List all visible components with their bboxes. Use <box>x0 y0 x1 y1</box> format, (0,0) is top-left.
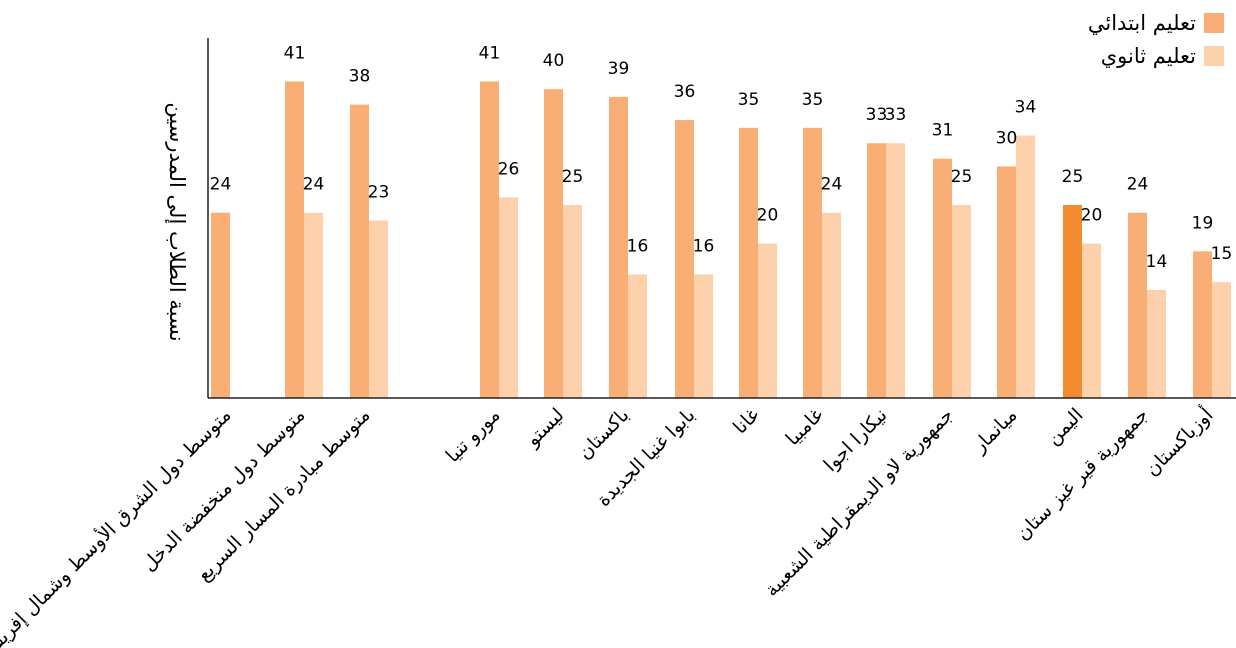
category-label-12: اليمن <box>1042 404 1087 449</box>
legend-item-primary: تعليم ابتدائي <box>1088 11 1224 35</box>
value-label-secondary-13: 14 <box>1146 252 1168 272</box>
value-label-primary-10: 31 <box>932 121 954 141</box>
legend-label-secondary: تعليم ثانوي <box>1100 44 1196 68</box>
bar-primary-13 <box>1128 212 1147 398</box>
value-label-primary-13: 24 <box>1127 175 1149 195</box>
bar-secondary-8 <box>822 212 841 398</box>
legend-item-secondary: تعليم ثانوي <box>1101 44 1224 68</box>
bar-primary-3 <box>480 81 499 398</box>
bars-group <box>211 81 1231 399</box>
bar-secondary-5 <box>628 274 647 398</box>
value-label-secondary-7: 20 <box>757 206 779 226</box>
category-label-11: ميانمار <box>968 404 1022 458</box>
value-label-secondary-11: 34 <box>1015 98 1037 118</box>
bar-primary-10 <box>933 158 952 398</box>
bar-secondary-10 <box>952 205 971 398</box>
legend-swatch-primary <box>1204 13 1224 33</box>
bar-primary-7 <box>739 127 758 399</box>
value-label-secondary-3: 26 <box>498 159 520 179</box>
value-label-secondary-4: 25 <box>562 167 584 187</box>
bar-secondary-11 <box>1016 135 1035 398</box>
bar-secondary-3 <box>499 197 518 398</box>
bar-secondary-6 <box>694 274 713 398</box>
bar-secondary-1 <box>304 212 323 398</box>
category-label-13: جمهورية قير غيز ستان <box>1012 404 1153 545</box>
bar-primary-4 <box>544 89 563 398</box>
value-label-primary-12: 25 <box>1062 167 1084 187</box>
value-label-primary-0: 24 <box>210 175 232 195</box>
value-label-secondary-9: 33 <box>885 105 907 125</box>
bar-secondary-14 <box>1212 282 1231 398</box>
bar-primary-12 <box>1063 205 1082 398</box>
bar-secondary-2 <box>369 220 388 398</box>
legend-swatch-secondary <box>1204 46 1224 66</box>
value-label-secondary-10: 25 <box>951 167 973 187</box>
bar-secondary-4 <box>563 205 582 398</box>
category-label-14: أوزباكستان <box>1140 403 1218 481</box>
bar-secondary-7 <box>758 243 777 398</box>
bar-primary-8 <box>803 127 822 399</box>
bar-secondary-13 <box>1147 289 1166 398</box>
value-label-primary-7: 35 <box>738 90 760 110</box>
value-label-secondary-6: 16 <box>693 236 715 256</box>
category-labels-group: متوسط دول الشرق الأوسط وشمال إفريقيامتوس… <box>0 403 1218 648</box>
y-axis-label: نسبة الطلاب إلى المدرسين <box>164 102 189 341</box>
category-label-7: غانا <box>729 404 764 439</box>
value-label-primary-14: 19 <box>1192 213 1214 233</box>
bar-secondary-12 <box>1082 243 1101 398</box>
category-label-4: ليستو <box>521 404 568 451</box>
bar-primary-11 <box>997 166 1016 398</box>
bar-primary-14 <box>1193 251 1212 398</box>
value-label-primary-9: 33 <box>866 105 888 125</box>
category-label-5: باكستان <box>574 404 634 464</box>
value-label-secondary-5: 16 <box>627 236 649 256</box>
category-label-8: غامبيا <box>781 404 827 450</box>
value-label-secondary-1: 24 <box>303 175 325 195</box>
bar-primary-1 <box>285 81 304 398</box>
bar-primary-6 <box>675 120 694 398</box>
legend-label-primary: تعليم ابتدائي <box>1087 11 1196 35</box>
value-label-secondary-12: 20 <box>1081 206 1103 226</box>
value-label-primary-8: 35 <box>802 90 824 110</box>
bar-primary-2 <box>350 104 369 398</box>
value-label-primary-11: 30 <box>996 128 1018 148</box>
bar-primary-9 <box>867 143 886 398</box>
value-label-primary-3: 41 <box>479 43 501 63</box>
bar-secondary-9 <box>886 143 905 398</box>
bar-primary-5 <box>609 96 628 399</box>
value-label-primary-1: 41 <box>284 43 306 63</box>
value-label-secondary-2: 23 <box>368 182 390 202</box>
bar-primary-0 <box>211 212 230 398</box>
legend: تعليم ابتدائي تعليم ثانوي <box>1042 6 1232 72</box>
value-label-secondary-14: 15 <box>1211 244 1233 264</box>
value-label-primary-4: 40 <box>543 51 565 71</box>
value-label-primary-2: 38 <box>349 67 371 87</box>
value-label-primary-6: 36 <box>674 82 696 102</box>
value-label-primary-5: 39 <box>608 59 630 79</box>
value-label-secondary-8: 24 <box>821 175 843 195</box>
category-label-3: مورو تنيا <box>442 404 505 467</box>
